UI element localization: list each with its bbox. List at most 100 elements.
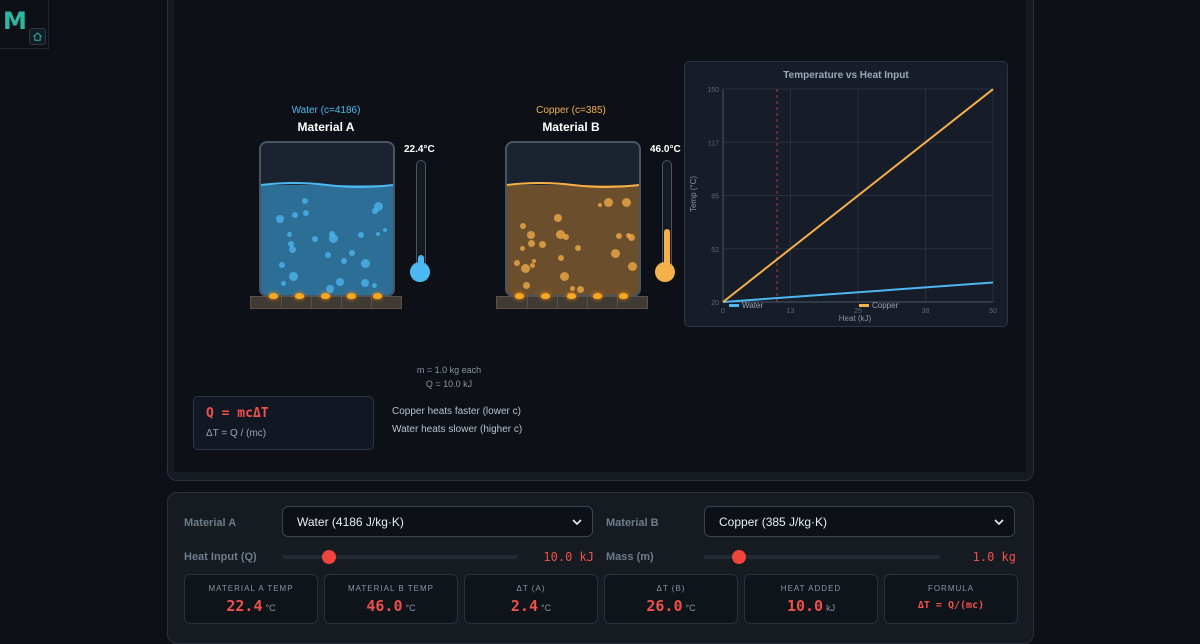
mass-label: Mass (m) [606,551,654,563]
bubble [527,231,535,239]
chart-svg: Temperature vs Heat Input Heat (kJ) Temp… [689,70,997,323]
thermometer-b-bulb [655,262,675,282]
bubble [628,262,637,271]
heat-slider-track[interactable] [282,555,518,559]
stat-label: ΔT (A) [516,584,546,593]
bubble [292,212,298,218]
stat-label: HEAT ADDED [780,584,842,593]
bubble [514,260,520,266]
bubble [288,241,294,247]
bubble [560,272,569,281]
material-b-subtitle: Copper (c=385) [536,105,606,116]
burner-a [250,293,402,309]
material-b-select[interactable]: Copper (385 J/kg·K) [704,506,1015,537]
bubble [376,232,380,236]
bubble [325,252,331,258]
chart-xtick-label: 50 [989,308,997,315]
chart-legend-swatch [729,304,739,307]
mass-value: 1.0 kg [972,550,1016,564]
stat-label: FORMULA [927,584,975,593]
bubble [361,259,370,268]
chart-xtick-label: 13 [787,308,795,315]
chart-legend-label: Water [742,301,763,310]
mass-slider-thumb[interactable] [732,550,747,564]
stat-value: 22.4 °C [226,597,276,615]
bubble [287,232,292,237]
stat-card-delta-b: ΔT (B) 26.0 °C [604,574,738,624]
bubble [341,258,347,264]
chart-ytick-label: 52 [711,247,719,254]
stat-value: 2.4 °C [510,597,552,615]
chart-xtick-label: 38 [922,308,930,315]
stat-card-formula: FORMULA ΔT = Q/(mc) [884,574,1018,624]
bubble [358,232,364,238]
thermometer-b [662,160,672,270]
bubble [539,241,546,248]
stat-card-delta-a: ΔT (A) 2.4 °C [464,574,598,624]
bubble [361,279,369,287]
bubble [577,286,584,293]
chart-xtick-label: 25 [854,308,862,315]
bubble [383,228,387,232]
mass-slider-track[interactable] [704,555,940,559]
material-a-temp-readout: 22.4°C [404,144,435,155]
home-button[interactable] [29,28,46,45]
chart-series-copper [722,88,994,303]
water-note: Water heats slower (higher c) [392,424,523,435]
heat-input-value: 10.0 kJ [543,550,594,564]
bubble [336,278,344,286]
material-b-label: Material B [606,517,659,529]
chart-xlabel: Heat (kJ) [839,314,872,323]
chart-ytick-label: 85 [711,194,719,201]
bubble [303,210,309,216]
beaker-a [259,141,395,297]
formula-sub: ΔT = Q / (mc) [206,428,267,439]
stat-label: ΔT (B) [656,584,686,593]
material-a-subtitle: Water (c=4186) [291,105,361,116]
stat-card-a-temp: MATERIAL A TEMP 22.4 °C [184,574,318,624]
heat-slider-thumb[interactable] [322,550,337,564]
bubble [528,240,535,247]
bubble [312,236,318,242]
bubble [372,208,378,214]
stat-value: 10.0 kJ [786,597,836,615]
formula-main: Q = mcΔT [206,406,269,421]
home-icon [33,32,42,41]
bubble [276,215,284,223]
bubble [523,282,530,289]
bubble [575,245,581,251]
heat-info: Q = 10.0 kJ [425,379,473,389]
bubble [622,198,631,207]
copper-liquid [507,182,639,295]
temperature-chart: Temperature vs Heat Input Heat (kJ) Temp… [684,61,1008,327]
chevron-down-icon [994,519,1004,526]
water-surface [261,182,393,188]
logo-area: M [0,0,49,49]
thermometer-a-bulb [410,262,430,282]
stat-label: MATERIAL B TEMP [348,584,434,593]
chart-ytick-label: 20 [711,300,719,307]
stat-value: 26.0 °C [646,597,696,615]
bubble [558,255,564,261]
bubble [326,285,334,293]
app-logo: M [3,7,27,35]
bubble [521,264,530,273]
chart-ytick-label: 117 [708,140,719,147]
chart-legend-label: Copper [872,301,899,310]
material-a-title: Material A [297,120,355,134]
bubble [563,234,569,240]
stat-card-b-temp: MATERIAL B TEMP 46.0 °C [324,574,458,624]
chart-xtick-label: 0 [721,308,725,315]
copper-surface [507,182,639,188]
material-a-select[interactable]: Water (4186 J/kg·K) [282,506,593,537]
thermometer-a [416,160,426,270]
bubble [532,259,536,263]
material-b-title: Material B [542,120,600,134]
copper-note: Copper heats faster (lower c) [392,406,521,417]
chart-ytick-label: 150 [707,87,719,94]
material-a-label: Material A [184,517,237,529]
bubble [628,234,635,241]
bubble [616,233,622,239]
chevron-down-icon [572,519,582,526]
chart-title: Temperature vs Heat Input [783,70,909,81]
